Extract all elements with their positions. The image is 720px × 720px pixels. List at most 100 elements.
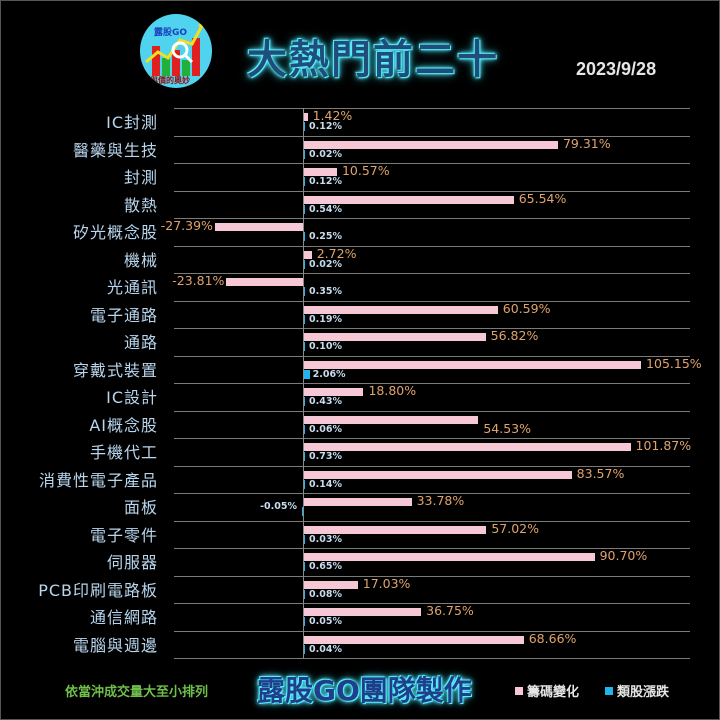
sector-change-label: 0.06% <box>309 423 342 435</box>
sort-note: 依當沖成交量大至小排列 <box>65 685 209 700</box>
chip-change-bar <box>303 525 487 534</box>
sector-change-label: 0.14% <box>309 478 342 490</box>
logo-bar <box>182 60 190 76</box>
gridline <box>174 108 690 109</box>
chip-change-bar <box>303 443 631 451</box>
gridline <box>174 163 690 164</box>
gridline <box>174 273 690 274</box>
category-label: 電腦與週邊 <box>72 635 158 655</box>
chip-change-label: 90.70% <box>599 548 648 563</box>
chart-row: 穿戴式裝置 105.15% 2.06% <box>1 355 720 384</box>
logo-bar <box>192 38 200 76</box>
chart-row: 醫藥與生技 79.31% 0.02% <box>1 135 720 164</box>
category-label: 手機代工 <box>89 443 158 462</box>
chart-row: 伺服器 90.70% 0.65% <box>1 548 720 576</box>
category-label: 電子零件 <box>89 525 158 545</box>
chip-change-label: 83.57% <box>576 465 625 481</box>
chart-row: 電腦與週邊 68.66% 0.04% <box>1 630 720 659</box>
chip-change-label: 60.59% <box>502 300 551 316</box>
chip-change-label: 68.66% <box>528 630 577 646</box>
chip-change-bar <box>303 635 524 644</box>
chip-change-bar <box>303 113 308 121</box>
gridline <box>174 630 690 632</box>
chip-change-bar <box>303 498 412 506</box>
sector-change-label: 0.43% <box>309 396 342 407</box>
gridline <box>174 355 690 357</box>
chip-change-bar <box>303 388 364 396</box>
chip-change-bar <box>303 608 422 616</box>
category-label: PCB印刷電路板 <box>38 580 158 600</box>
chart-row: 電子通路 60.59% 0.19% <box>1 300 720 329</box>
category-label: 機械 <box>123 250 158 270</box>
chip-change-label: 2.72% <box>316 245 357 261</box>
category-label: 通信網路 <box>89 608 158 627</box>
brand-logo: 露股GO 財與價的奧妙 <box>140 14 212 88</box>
category-label: 面板 <box>123 498 158 517</box>
logo-bar <box>172 50 180 76</box>
chip-change-label: 10.57% <box>341 163 390 178</box>
gridline <box>174 410 690 412</box>
gridline <box>174 465 690 467</box>
sector-change-label: 0.54% <box>309 203 342 215</box>
chart-row: 面板 33.78% -0.05% <box>1 493 720 521</box>
category-label: 消費性電子產品 <box>38 470 158 490</box>
gridline <box>174 658 690 659</box>
sector-change-label: 0.35% <box>309 286 342 297</box>
logo-brand-text: 露股GO <box>154 28 188 38</box>
category-label: 電子通路 <box>89 305 158 325</box>
chip-change-label: 56.82% <box>490 328 539 343</box>
category-label: 醫藥與生技 <box>72 140 158 160</box>
sector-change-bar <box>303 452 306 461</box>
chip-change-label: 57.02% <box>491 520 539 536</box>
chip-change-label: -23.81% <box>172 273 225 288</box>
sector-change-bar <box>301 507 303 516</box>
trend-arrow-icon <box>145 18 208 64</box>
gridline <box>174 135 690 137</box>
chart-row: 機械 2.72% 0.02% <box>1 245 720 274</box>
chip-change-bar <box>303 470 572 479</box>
sector-change-label: 0.02% <box>309 148 342 160</box>
chip-change-bar <box>303 305 498 314</box>
logo-bar <box>162 58 170 76</box>
chip-change-label: 54.53% <box>483 420 531 436</box>
chip-change-bar <box>303 333 486 341</box>
sector-change-label: -0.05% <box>260 501 297 512</box>
chip-change-label: 79.31% <box>562 135 611 151</box>
legend-swatch-blue <box>605 686 613 695</box>
gridline <box>174 218 690 219</box>
chip-change-bar <box>303 415 479 424</box>
sector-change-bar <box>303 369 310 379</box>
gridline <box>174 245 690 247</box>
chip-change-label: 18.80% <box>368 383 417 398</box>
sector-change-label: 0.25% <box>309 231 342 242</box>
chip-change-label: 65.54% <box>518 190 567 206</box>
gridline <box>174 575 690 577</box>
sector-change-label: 0.05% <box>309 616 342 627</box>
legend-label: 籌碼變化 <box>527 685 580 700</box>
gridline <box>174 548 690 549</box>
category-label: 矽光概念股 <box>72 223 158 242</box>
category-label: IC封測 <box>106 113 158 132</box>
chart-row: 矽光概念股 -27.39% 0.25% <box>1 218 720 246</box>
legend-item-sector: 類股漲跌 <box>605 681 669 700</box>
chip-change-bar <box>303 360 642 369</box>
chip-change-bar <box>303 580 358 589</box>
sector-change-label: 0.02% <box>309 258 342 270</box>
category-label: 光通訊 <box>106 278 158 297</box>
chip-change-bar <box>303 195 514 204</box>
chip-change-label: 17.03% <box>362 575 411 591</box>
chip-change-label: 36.75% <box>426 603 474 618</box>
chip-change-bar <box>303 553 595 561</box>
chip-change-label: 101.87% <box>635 438 692 453</box>
sector-change-bar <box>303 562 306 571</box>
chip-change-bar <box>214 223 303 231</box>
gridline <box>174 493 690 494</box>
logo-bar <box>152 46 160 76</box>
chart-row: 電子零件 57.02% 0.03% <box>1 520 720 549</box>
category-label: 封測 <box>123 168 158 187</box>
chip-change-bar <box>303 140 558 149</box>
chart-row: 消費性電子產品 83.57% 0.14% <box>1 465 720 494</box>
sector-change-label: 0.65% <box>309 561 342 572</box>
chart-row: 手機代工 101.87% 0.73% <box>1 438 720 466</box>
